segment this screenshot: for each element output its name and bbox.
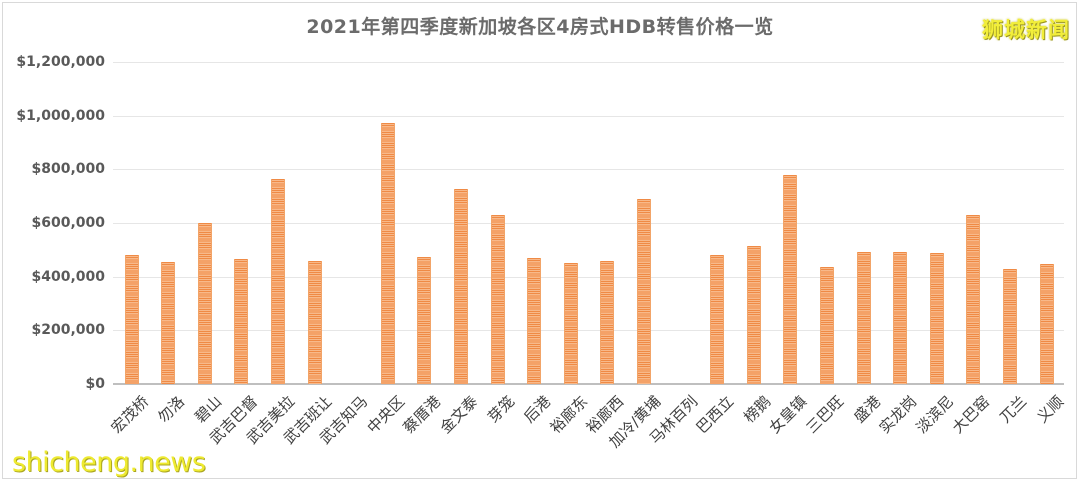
bar [1039,264,1054,384]
plot-area [113,62,1064,385]
bar [819,266,834,384]
bar [490,215,505,384]
gridline [113,330,1064,332]
bar [563,263,578,384]
gridline [113,223,1064,224]
bar [307,260,322,384]
bar [710,254,725,384]
bar [161,262,176,384]
bar [929,253,944,384]
bar [783,175,798,384]
gridline [113,276,1064,278]
watermark-site-url: shicheng.news [12,447,206,478]
bar [856,252,871,384]
y-tick-label: $0 [85,376,105,392]
bar [600,261,615,384]
y-tick-label: $1,000,000 [16,107,105,124]
bar [527,257,542,384]
bar [380,123,395,384]
y-tick-label: $200,000 [31,322,105,339]
y-tick-label: $400,000 [31,268,105,285]
watermark-logo-text: 狮城新闻 [982,18,1070,42]
x-axis-line [113,383,1064,385]
bar [417,257,432,384]
bar [197,223,212,384]
gridline [113,62,1064,63]
bar [966,214,981,384]
gridline [113,115,1064,117]
y-tick-label: $1,200,000 [16,54,105,70]
bar [124,255,139,384]
y-tick-label: $800,000 [31,161,105,178]
bar [636,198,651,384]
y-tick-label: $600,000 [31,215,105,231]
bar [234,258,249,384]
gridline [113,169,1064,171]
bar [893,252,908,384]
bar [1002,269,1017,384]
bar [270,178,285,384]
bar [746,246,761,384]
bar [453,188,468,384]
chart-title: 2021年第四季度新加坡各区4房式HDB转售价格一览 [306,16,774,38]
